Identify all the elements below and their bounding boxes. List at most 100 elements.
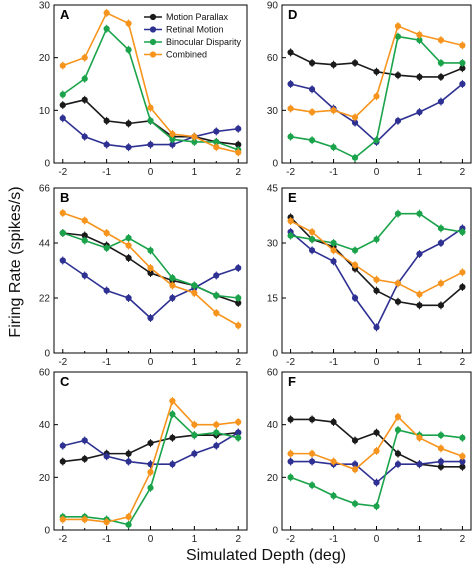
panel-f-y-tick-label: 60	[267, 368, 279, 379]
data-point	[287, 458, 294, 465]
panel-f-series-retinal-motion	[287, 457, 466, 487]
data-point	[394, 22, 402, 30]
data-point	[81, 455, 88, 462]
panel-b-letter: B	[60, 190, 69, 205]
data-point	[147, 440, 154, 447]
data-point	[235, 322, 242, 329]
panel-e-x-tick-label: 0	[374, 357, 380, 368]
panel-a-series-combined	[59, 8, 242, 157]
panel-d-x-tick-label: 1	[417, 167, 423, 178]
data-point	[125, 144, 132, 151]
data-point	[103, 229, 110, 237]
panel-a-y-tick-label: 20	[39, 53, 51, 64]
data-point	[308, 458, 316, 465]
data-point	[125, 450, 132, 457]
data-point	[437, 302, 445, 309]
data-point	[59, 209, 66, 217]
data-point	[416, 73, 423, 81]
data-point	[213, 138, 220, 146]
panel-a-x-tick-label: 2	[235, 167, 241, 178]
data-point	[416, 108, 423, 116]
data-point	[287, 217, 294, 225]
data-point	[59, 442, 66, 449]
data-point	[308, 228, 316, 236]
panel-b-y-tick-label: 0	[44, 349, 50, 360]
panel-d-series-combined	[287, 22, 466, 122]
data-point	[59, 458, 66, 465]
data-point	[81, 516, 88, 523]
panel-e-y-tick-label: 45	[267, 184, 279, 195]
data-point	[351, 437, 359, 444]
data-point	[235, 294, 242, 302]
panel-e-series-binocular-disparity	[287, 209, 466, 255]
data-point	[373, 276, 380, 283]
data-point	[437, 98, 445, 105]
data-point	[351, 500, 359, 507]
data-point	[147, 141, 154, 148]
data-point	[213, 421, 220, 428]
data-point	[59, 229, 66, 237]
data-point	[103, 9, 110, 16]
panel-a-y-tick-label: 0	[44, 159, 50, 170]
panel-f-series-motion-parallax	[287, 415, 466, 471]
data-point	[459, 434, 466, 441]
panel-b-y-tick-label: 66	[39, 184, 51, 195]
data-point	[416, 31, 423, 38]
data-point	[235, 125, 242, 132]
data-point	[287, 105, 294, 112]
data-point	[59, 62, 66, 69]
data-point	[213, 292, 220, 299]
data-point	[351, 294, 359, 302]
data-point	[125, 294, 132, 302]
panel-a-series-binocular-disparity	[59, 24, 242, 154]
data-point	[125, 458, 132, 465]
data-point	[191, 289, 198, 297]
data-point	[437, 73, 445, 81]
data-point	[394, 280, 402, 287]
data-point	[147, 314, 154, 322]
data-point	[103, 244, 110, 252]
panel-e-y-tick-label: 15	[267, 294, 279, 305]
panel-e-letter: E	[288, 190, 297, 205]
panel-d-y-tick-label: 30	[267, 106, 279, 117]
data-point	[59, 516, 66, 523]
data-point	[373, 479, 380, 486]
data-point	[373, 503, 380, 510]
data-point	[287, 232, 294, 239]
data-point	[308, 247, 316, 254]
data-point	[308, 108, 316, 116]
legend-item-binocular-disparity: Binocular Disparity	[144, 37, 242, 47]
panel-b-y-tick-label: 22	[39, 294, 51, 305]
data-point	[213, 144, 220, 151]
series-line	[62, 431, 239, 465]
panel-c-series-binocular-disparity	[59, 410, 242, 529]
data-point	[235, 299, 242, 307]
data-point	[169, 397, 176, 405]
data-point	[59, 115, 66, 122]
data-point	[330, 492, 337, 499]
data-point	[213, 272, 220, 279]
data-point	[235, 434, 242, 441]
data-point	[437, 280, 445, 287]
panel-f-x-tick-label: 2	[460, 534, 466, 545]
panel-a-x-tick-label: -2	[58, 167, 67, 178]
data-point	[147, 484, 154, 491]
data-point	[81, 437, 88, 444]
panel-f-x-tick-label: 1	[417, 534, 423, 545]
panel-f-y-tick-label: 40	[267, 420, 279, 431]
panel-c-letter: C	[60, 374, 70, 389]
data-point	[330, 107, 337, 114]
panel-f-x-tick-label: -1	[329, 534, 338, 545]
panel-c-frame	[53, 371, 248, 531]
panel-c-y-tick-label: 0	[44, 526, 50, 537]
data-point	[394, 298, 402, 305]
panel-a-y-tick-label: 30	[39, 1, 51, 12]
panel-f-series-combined	[287, 412, 466, 474]
data-point	[81, 217, 88, 224]
data-point	[147, 264, 154, 272]
panel-d-letter: D	[288, 7, 297, 22]
data-point	[330, 258, 337, 265]
data-point	[191, 421, 198, 428]
data-point	[394, 413, 402, 420]
legend-item-combined: Combined	[144, 50, 207, 60]
